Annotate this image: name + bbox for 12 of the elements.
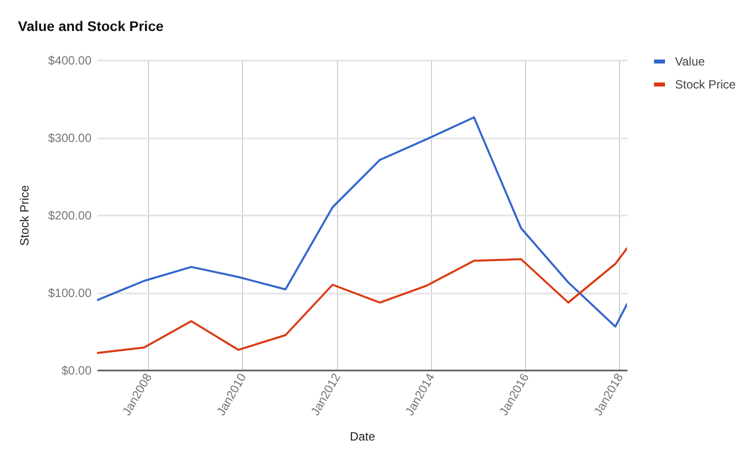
y-tick-label: $300.00 — [48, 131, 92, 145]
y-tick-label: $200.00 — [48, 208, 92, 222]
line-series — [97, 247, 627, 354]
line-series — [97, 116, 627, 328]
y-tick-label: $0.00 — [61, 364, 92, 378]
y-axis-title: Stock Price — [18, 184, 32, 246]
legend-label: Stock Price — [675, 78, 736, 92]
legend-label: Value — [675, 54, 706, 68]
y-tick-label: $100.00 — [48, 286, 92, 300]
chart-title: Value and Stock Price — [18, 18, 164, 34]
x-axis-title: Date — [350, 430, 376, 444]
y-tick-label: $400.00 — [48, 54, 92, 68]
